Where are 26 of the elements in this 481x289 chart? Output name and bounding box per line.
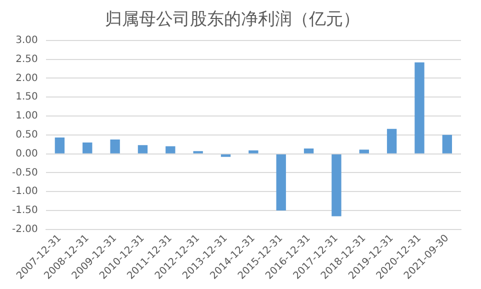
y-tick-label: 1.00 (16, 110, 38, 122)
y-tick-label: 0.00 (16, 148, 38, 160)
bar (276, 154, 286, 211)
bar (332, 154, 342, 216)
bar (138, 145, 148, 154)
y-tick-label: -2.00 (12, 224, 38, 236)
bar (220, 154, 231, 157)
y-tick-label: 1.50 (16, 92, 38, 103)
y-tick-label: 0.50 (16, 130, 38, 141)
bar (166, 146, 176, 154)
y-tick-label: -0.50 (12, 167, 38, 178)
y-tick-label: 3.00 (16, 34, 38, 46)
bar (442, 134, 452, 154)
bar (110, 139, 120, 154)
y-tick-label: 2.50 (16, 54, 38, 65)
bar (304, 148, 314, 154)
y-tick-label: -1.50 (12, 205, 38, 216)
bar (386, 128, 397, 154)
bar (54, 138, 65, 154)
bar (414, 62, 424, 154)
chart-title: 归属母公司股东的净利润（亿元） (105, 10, 360, 30)
bar (82, 142, 92, 154)
y-tick-label: 2.00 (16, 72, 38, 84)
bar (359, 150, 369, 154)
y-tick-label: -1.00 (12, 186, 38, 198)
bar (248, 150, 258, 154)
